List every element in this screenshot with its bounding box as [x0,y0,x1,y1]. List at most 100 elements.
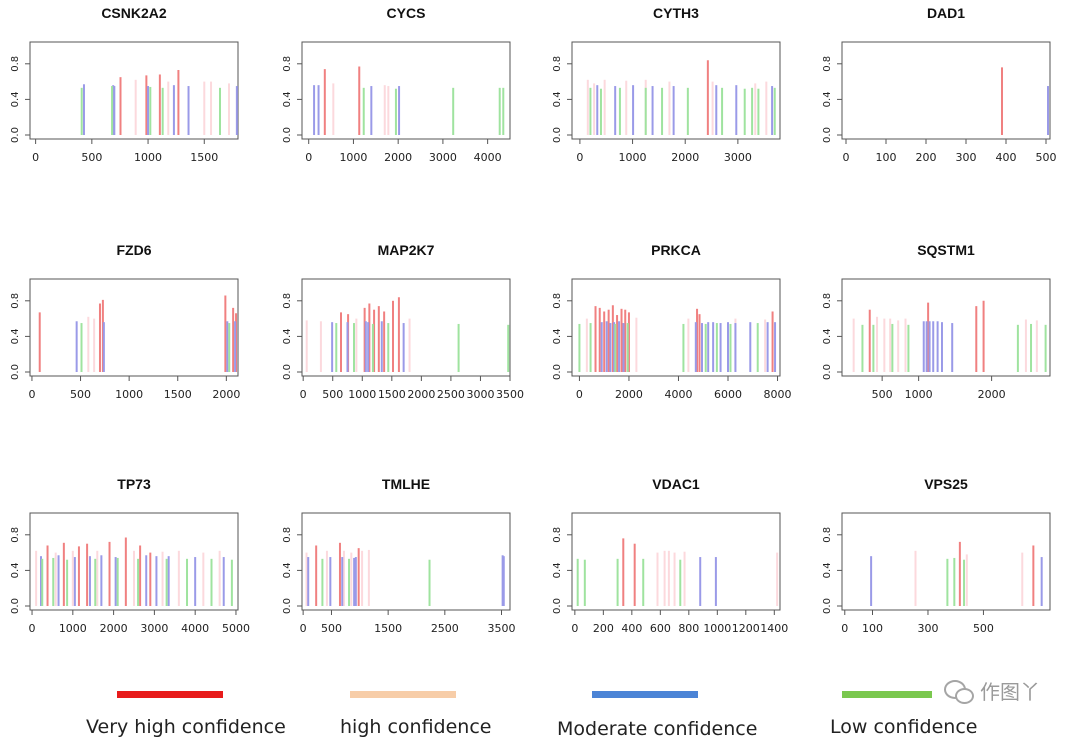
x-tick-label: 1000 [339,151,367,164]
x-tick-label: 500 [322,388,343,401]
x-tick-label: 100 [862,622,883,635]
x-tick-label: 0 [300,388,307,401]
x-tick-label: 1500 [374,622,402,635]
plot-frame [571,278,781,377]
x-tick-label: 500 [872,388,893,401]
x-tick-label: 1000 [115,388,143,401]
x-tick-label: 1000 [619,151,647,164]
x-tick-label: 0 [305,151,312,164]
y-tick-label: 0.0 [552,598,563,614]
plot-frame [301,41,511,140]
plot-frame [571,512,781,611]
x-tick-label: 4000 [664,388,692,401]
x-tick-label: 3500 [496,388,524,401]
y-tick-label: 0.4 [552,91,563,107]
x-tick-label: 3500 [487,622,515,635]
legend-label-moderate: Moderate confidence [557,718,758,740]
watermark-text: 作图丫 [980,680,1040,704]
x-tick-label: 400 [621,622,642,635]
x-tick-label: 600 [650,622,671,635]
x-tick-label: 2000 [407,388,435,401]
x-tick-label: 1000 [905,388,933,401]
legend-swatch-low [842,691,932,698]
panel-cycs: CYCS 0 1000 2000 3000 4000 0.0 0.4 0.8 [282,5,511,164]
panel-fzd6: FZD6 0 500 1000 1500 2000 0.0 0.4 0.8 [10,242,240,401]
y-tick-label: 0.0 [822,127,833,143]
plot-frame [571,41,781,140]
y-tick-label: 0.8 [282,527,293,543]
x-tick-label: 1500 [378,388,406,401]
panel-prkca: PRKCA 0 2000 4000 6000 8000 0.0 0.4 0.8 [552,242,792,401]
y-tick-label: 0.0 [552,364,563,380]
y-tick-label: 0.0 [282,127,293,143]
y-tick-label: 0.4 [10,562,21,578]
plot-frame [301,278,511,377]
plot-frame [29,512,239,611]
y-tick-label: 0.4 [10,328,21,344]
y-tick-label: 0.8 [822,56,833,72]
x-tick-label: 1200 [732,622,760,635]
panel-title: PRKCA [651,242,701,258]
y-tick-label: 0.8 [552,527,563,543]
x-tick-label: 0 [576,388,583,401]
x-tick-label: 2000 [100,622,128,635]
legend-label-low: Low confidence [830,716,978,738]
x-tick-label: 1400 [760,622,788,635]
legend-label-very-high: Very high confidence [86,716,286,738]
x-tick-label: 2500 [431,622,459,635]
x-tick-label: 100 [876,151,897,164]
y-tick-label: 0.8 [552,293,563,309]
x-tick-label: 200 [916,151,937,164]
y-tick-label: 0.4 [552,562,563,578]
panel-title: FZD6 [117,242,152,258]
panel-title: DAD1 [927,5,965,21]
y-tick-label: 0.4 [282,562,293,578]
x-tick-label: 8000 [764,388,792,401]
plot-frame [29,41,239,140]
y-tick-label: 0.4 [822,328,833,344]
panel-map2k7: MAP2K7 0 500 1000 1500 2000 2500 3000 3500 0.0 0.4… [282,242,524,401]
x-tick-label: 2000 [384,151,412,164]
x-tick-label: 6000 [714,388,742,401]
x-tick-label: 500 [70,388,91,401]
y-tick-label: 0.0 [10,598,21,614]
x-tick-label: 0 [841,622,848,635]
y-tick-label: 0.0 [552,127,563,143]
panel-title: TP73 [117,476,151,492]
x-tick-label: 500 [1036,151,1057,164]
y-tick-label: 0.8 [822,527,833,543]
panel-title: TMLHE [382,476,430,492]
x-tick-label: 0 [571,622,578,635]
legend-swatch-moderate [592,691,698,698]
x-tick-label: 4000 [181,622,209,635]
x-tick-label: 4000 [474,151,502,164]
x-tick-label: 1500 [164,388,192,401]
panel-sqstm1: SQSTM1 500 1000 2000 0.0 0.4 0.8 [822,242,1051,401]
y-tick-label: 0.4 [552,328,563,344]
legend-swatch-very-high [117,691,223,698]
y-tick-label: 0.0 [282,598,293,614]
panel-dad1: DAD1 0 100 200 300 400 500 0.0 0.4 0.8 [822,5,1057,164]
x-tick-label: 0 [29,622,36,635]
x-tick-label: 0 [32,151,39,164]
plot-frame [29,278,239,377]
legend-swatch-high [350,691,456,698]
panel-title: SQSTM1 [917,242,975,258]
x-tick-label: 2000 [671,151,699,164]
x-tick-label: 300 [956,151,977,164]
panel-title: CYTH3 [653,5,699,21]
wechat-icon [944,679,974,704]
watermark: 作图丫 [944,676,1040,705]
y-tick-label: 0.4 [282,328,293,344]
panel-tp73: TP73 0 1000 2000 3000 4000 5000 0.0 0.4 0.8 [10,476,250,635]
x-tick-label: 2500 [437,388,465,401]
plot-frame [841,41,1051,140]
x-tick-label: 1500 [190,151,218,164]
x-tick-label: 200 [593,622,614,635]
x-tick-label: 1000 [703,622,731,635]
panel-vps25: VPS25 0 100 300 500 0.0 0.4 0.8 [822,476,1051,635]
y-tick-label: 0.0 [282,364,293,380]
y-tick-label: 0.8 [10,56,21,72]
x-tick-label: 3000 [466,388,494,401]
